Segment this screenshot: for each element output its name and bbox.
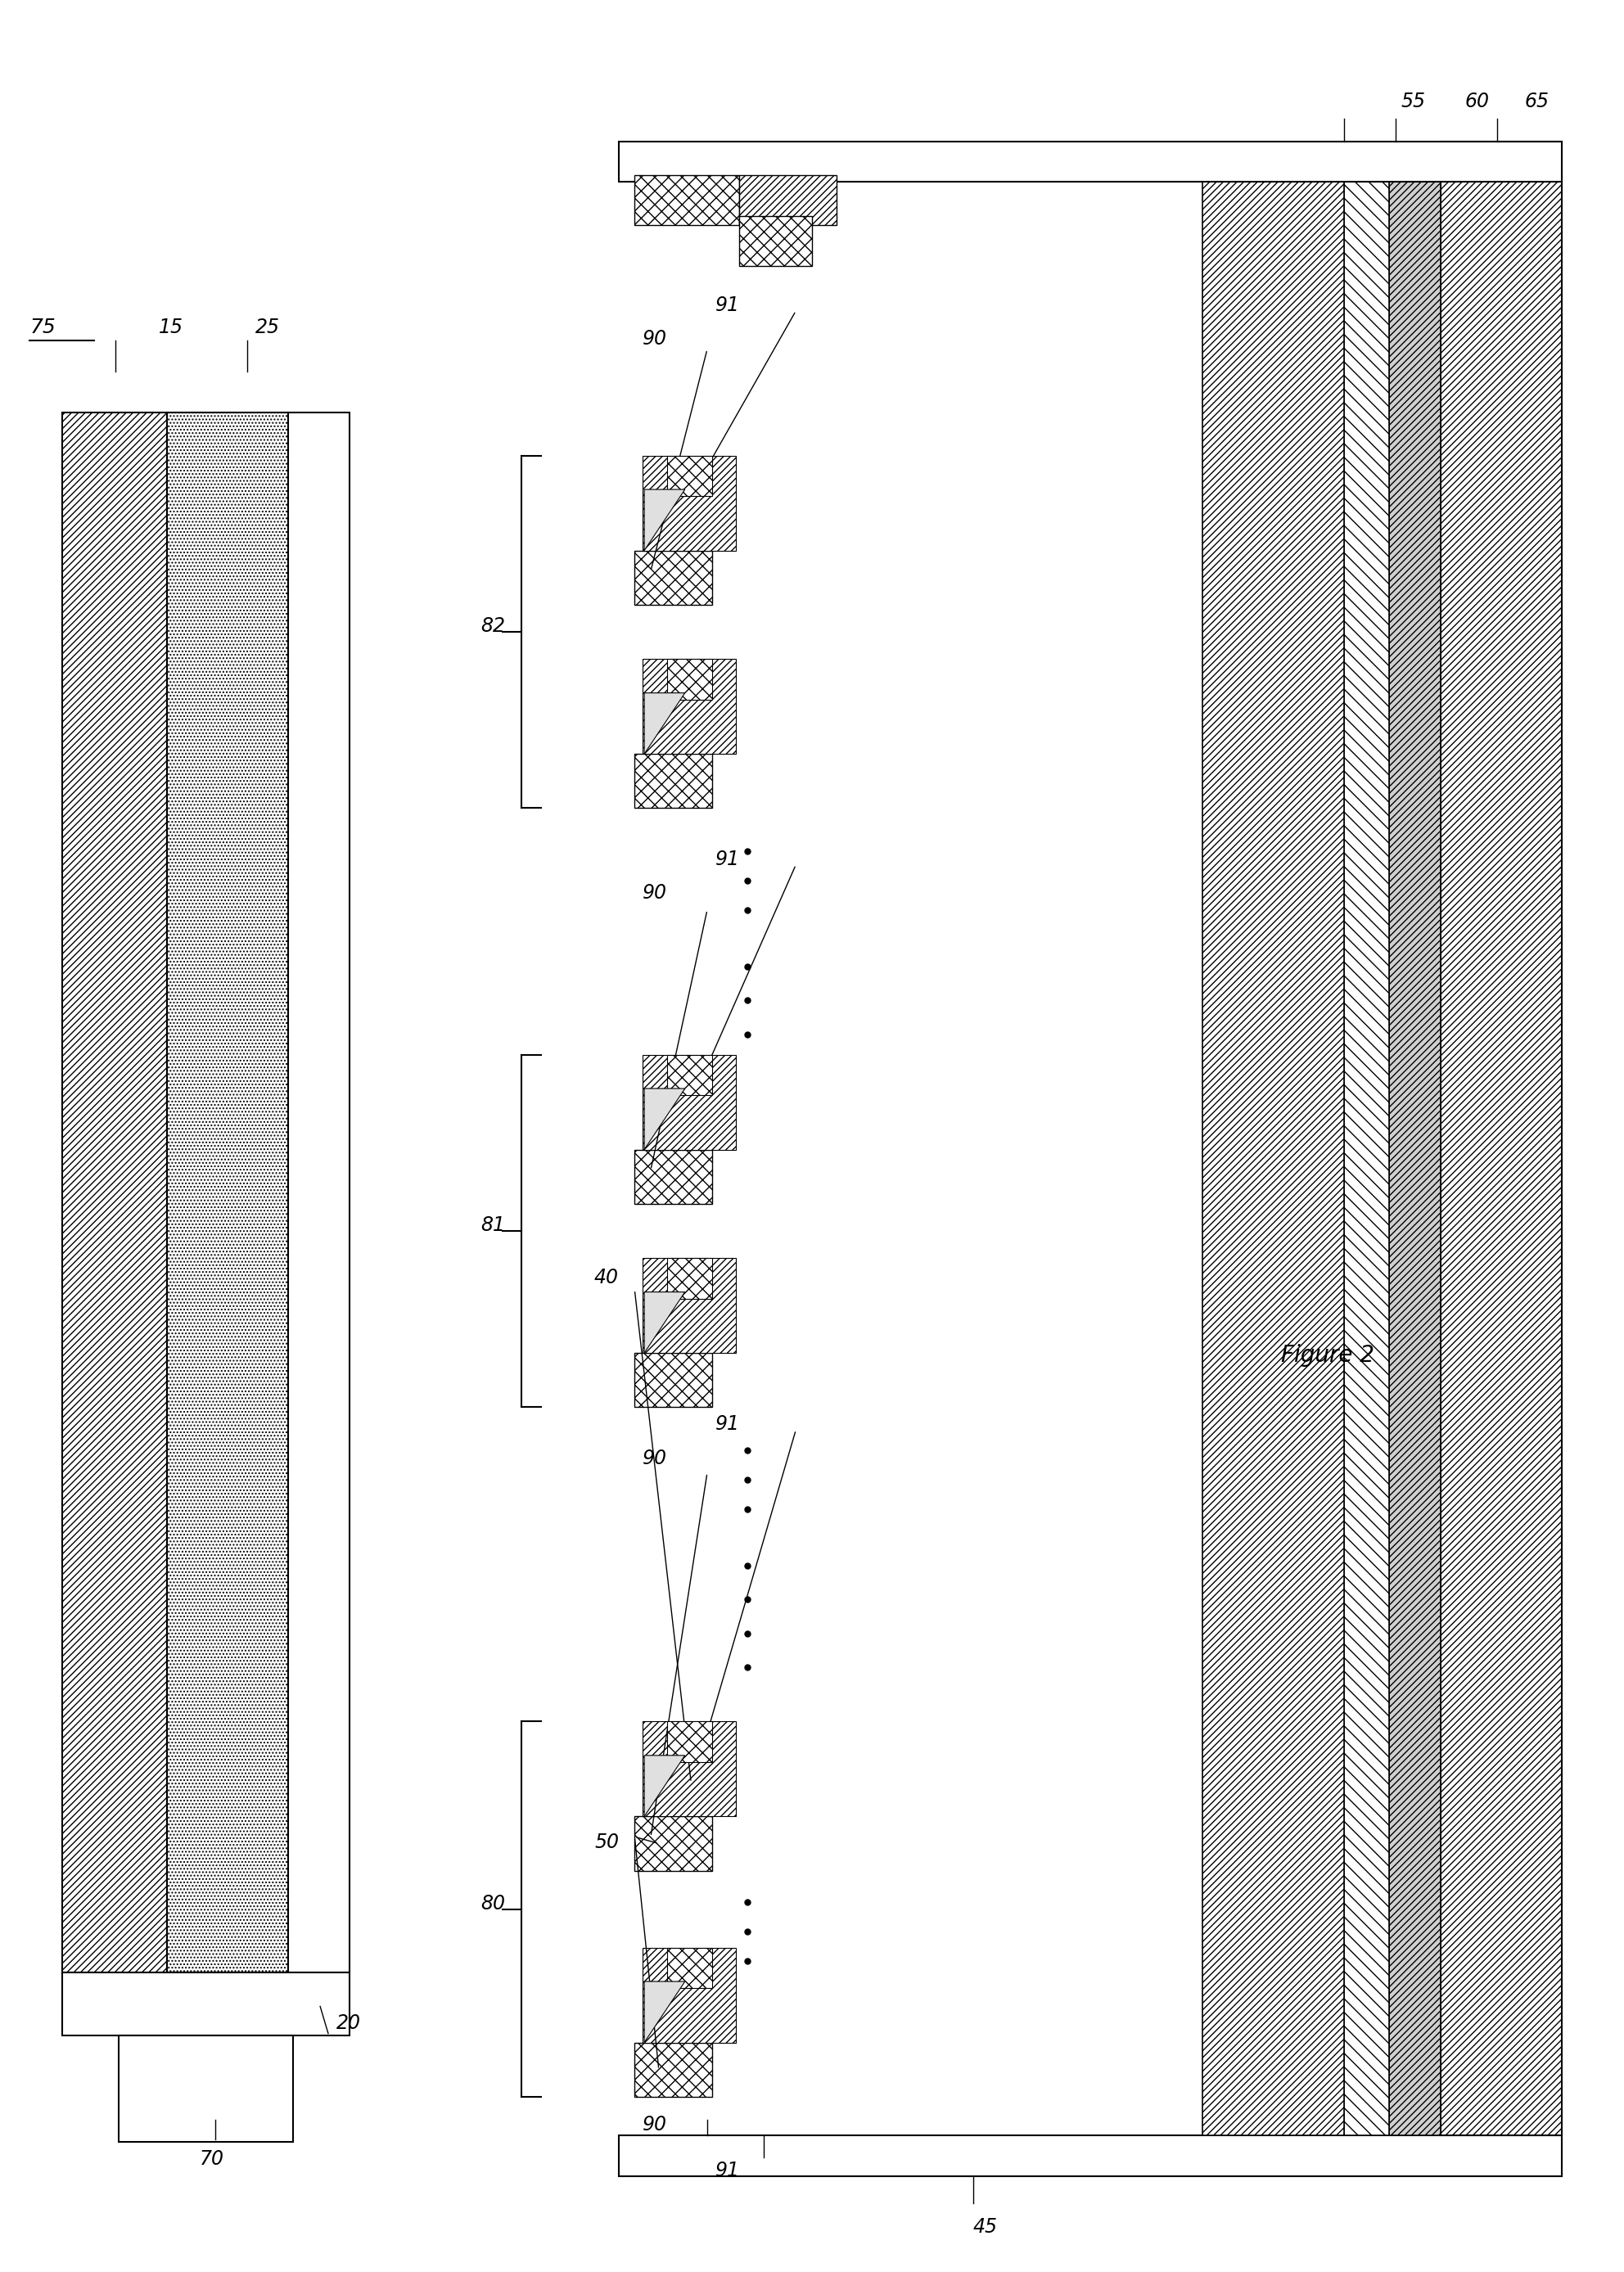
Bar bbox=[739, 216, 812, 266]
Bar bbox=[643, 1054, 736, 1150]
Text: 55: 55 bbox=[1400, 91, 1426, 111]
Polygon shape bbox=[645, 1981, 685, 2043]
Text: 91: 91 bbox=[715, 295, 741, 316]
Text: 90: 90 bbox=[643, 1447, 667, 1468]
Bar bbox=[167, 414, 287, 1972]
Text: 60: 60 bbox=[1465, 91, 1489, 111]
Bar bbox=[619, 2136, 1562, 2177]
Text: 90: 90 bbox=[643, 884, 667, 902]
Bar bbox=[635, 754, 711, 809]
Bar bbox=[635, 1354, 711, 1406]
Polygon shape bbox=[645, 1088, 685, 1150]
Text: 25: 25 bbox=[255, 318, 281, 339]
Bar bbox=[643, 1259, 736, 1354]
Bar bbox=[643, 457, 736, 550]
Text: 45: 45 bbox=[973, 2217, 997, 2236]
Bar bbox=[287, 414, 349, 1972]
Bar bbox=[635, 1150, 711, 1204]
Bar bbox=[1440, 141, 1562, 2136]
Text: 90: 90 bbox=[643, 2115, 667, 2136]
Bar bbox=[667, 457, 711, 495]
Bar bbox=[739, 175, 836, 225]
Polygon shape bbox=[645, 488, 685, 550]
Bar bbox=[667, 1259, 711, 1300]
Bar bbox=[643, 659, 736, 754]
Bar bbox=[635, 2043, 711, 2097]
Text: 82: 82 bbox=[481, 616, 505, 636]
Polygon shape bbox=[645, 1293, 685, 1354]
Text: 20: 20 bbox=[336, 2013, 361, 2033]
Text: Figure 2: Figure 2 bbox=[1281, 1345, 1374, 1368]
Bar bbox=[619, 141, 1562, 182]
Text: 91: 91 bbox=[715, 2161, 741, 2179]
Text: 65: 65 bbox=[1525, 91, 1549, 111]
Bar bbox=[1345, 141, 1389, 2136]
Bar bbox=[62, 414, 167, 1972]
Bar bbox=[635, 175, 739, 225]
Text: 80: 80 bbox=[481, 1893, 505, 1913]
Bar bbox=[643, 1947, 736, 2043]
Bar bbox=[635, 550, 711, 604]
Text: 90: 90 bbox=[643, 329, 667, 350]
Text: 81: 81 bbox=[481, 1216, 505, 1236]
Bar bbox=[667, 1722, 711, 1763]
Bar bbox=[1389, 141, 1440, 2136]
Text: 91: 91 bbox=[715, 850, 741, 868]
Bar bbox=[1202, 141, 1345, 2136]
Text: 70: 70 bbox=[200, 2149, 224, 2170]
Bar bbox=[643, 1722, 736, 1815]
Text: 91: 91 bbox=[715, 1415, 741, 1434]
Text: 15: 15 bbox=[159, 318, 184, 339]
Bar bbox=[667, 1947, 711, 1988]
Bar bbox=[62, 1972, 349, 2036]
Text: 50: 50 bbox=[594, 1834, 619, 1852]
Bar bbox=[635, 1815, 711, 1870]
Text: 40: 40 bbox=[594, 1268, 619, 1286]
Polygon shape bbox=[645, 1756, 685, 1815]
Bar bbox=[667, 659, 711, 700]
Text: 75: 75 bbox=[29, 318, 55, 339]
Bar bbox=[667, 1054, 711, 1095]
Bar bbox=[119, 2036, 292, 2142]
Polygon shape bbox=[645, 693, 685, 754]
